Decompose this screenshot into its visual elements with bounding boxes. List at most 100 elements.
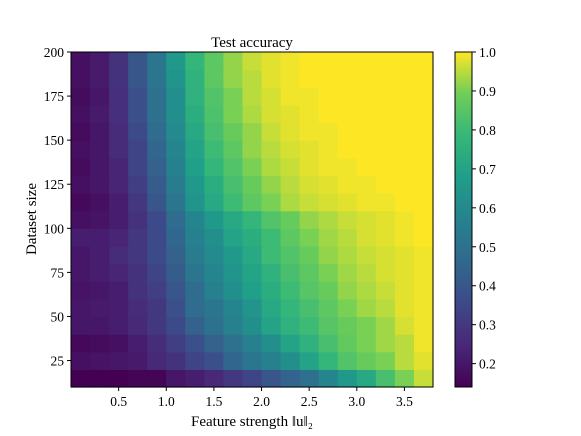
heatmap-cell: [280, 122, 301, 141]
heatmap-cell: [413, 245, 434, 265]
colorbar-tick-label: 0.9: [479, 84, 496, 99]
heatmap-cell: [337, 228, 358, 247]
heatmap-cell: [413, 122, 434, 141]
heatmap-cell: [109, 228, 129, 247]
heatmap-cell: [185, 140, 205, 159]
heatmap-cell: [71, 140, 91, 159]
heatmap-cell: [280, 316, 301, 335]
heatmap-cell: [71, 104, 91, 124]
colorbar-tick-label: 0.6: [479, 201, 496, 216]
heatmap-cell: [375, 122, 396, 141]
heatmap-cell: [185, 263, 205, 282]
heatmap-cell: [280, 104, 301, 124]
heatmap-cell: [128, 157, 148, 177]
heatmap-cell: [242, 334, 263, 353]
heatmap-cell: [299, 351, 320, 370]
heatmap-cell: [299, 210, 320, 229]
heatmap-cell: [185, 228, 205, 247]
heatmap-cell: [375, 298, 396, 318]
heatmap-cell: [261, 69, 282, 88]
heatmap-cell: [166, 175, 186, 194]
heatmap-cell: [71, 369, 91, 388]
heatmap-cell: [337, 263, 358, 282]
heatmap-cell: [261, 193, 282, 212]
heatmap-cell: [299, 87, 320, 106]
heatmap-cell: [204, 210, 225, 229]
heatmap-cell: [128, 334, 148, 353]
heatmap-cell: [261, 52, 282, 71]
heatmap-cell: [223, 281, 244, 300]
heatmap-cell: [147, 298, 167, 318]
heatmap-cell: [242, 157, 263, 177]
heatmap-cell: [147, 316, 167, 335]
heatmap-cell: [204, 87, 225, 106]
heatmap-cell: [128, 52, 148, 71]
heatmap-cell: [394, 316, 415, 335]
heatmap-cell: [280, 369, 301, 388]
heatmap-cell: [109, 369, 129, 388]
heatmap-cell: [185, 334, 205, 353]
heatmap-cell: [299, 316, 320, 335]
heatmap-cell: [147, 228, 167, 247]
heatmap-cell: [280, 157, 301, 177]
heatmap-cell: [413, 140, 434, 159]
heatmap-cell: [147, 140, 167, 159]
heatmap-cell: [109, 316, 129, 335]
heatmap-cell: [318, 104, 339, 124]
heatmap-cell: [204, 281, 225, 300]
heatmap-cell: [90, 104, 110, 124]
heatmap-cell: [166, 104, 186, 124]
heatmap-cell: [147, 104, 167, 124]
heatmap-cell: [337, 140, 358, 159]
heatmap-cell: [71, 228, 91, 247]
heatmap-cell: [242, 69, 263, 88]
heatmap-cell: [337, 334, 358, 353]
heatmap-cell: [337, 87, 358, 106]
heatmap-cell: [394, 334, 415, 353]
heatmap-cell: [204, 52, 225, 71]
heatmap-cell: [166, 281, 186, 300]
heatmap-cell: [299, 281, 320, 300]
heatmap-cell: [261, 104, 282, 124]
heatmap-cell: [185, 316, 205, 335]
heatmap-cell: [109, 245, 129, 265]
heatmap-cell: [337, 104, 358, 124]
heatmap-cell: [356, 210, 377, 229]
heatmap-cell: [299, 157, 320, 177]
heatmap-cell: [318, 298, 339, 318]
heatmap-cell: [71, 175, 91, 194]
heatmap-cell: [109, 87, 129, 106]
heatmap-cell: [394, 52, 415, 71]
heatmap-cell: [185, 122, 205, 141]
heatmap-cell: [147, 245, 167, 265]
heatmap-cell: [71, 52, 91, 71]
colorbar-tick-label: 0.4: [479, 279, 496, 294]
heatmap-cell: [109, 122, 129, 141]
heatmap-cell: [356, 351, 377, 370]
heatmap-cell: [242, 210, 263, 229]
heatmap-cell: [261, 369, 282, 388]
colorbar-axis: 0.2 0.3 0.4 0.5 0.6 0.7 0.8 0.9 1.0: [472, 45, 496, 372]
heatmap-cell: [109, 263, 129, 282]
heatmap-cell: [299, 104, 320, 124]
heatmap-cell: [109, 157, 129, 177]
heatmap-cell: [375, 104, 396, 124]
heatmap-cell: [109, 351, 129, 370]
heatmap-cell: [356, 369, 377, 388]
heatmap-cell: [147, 122, 167, 141]
heatmap-cell: [223, 157, 244, 177]
x-tick-label: 1.0: [158, 394, 175, 409]
heatmap-cell: [299, 175, 320, 194]
heatmap-cell: [413, 281, 434, 300]
heatmap-cell: [185, 281, 205, 300]
heatmap-cell: [337, 175, 358, 194]
heatmap-cell: [90, 193, 110, 212]
x-tick-label: 3.0: [348, 394, 365, 409]
heatmap-cell: [223, 316, 244, 335]
heatmap-cell: [71, 351, 91, 370]
heatmap-cell: [261, 245, 282, 265]
y-tick-label: 175: [44, 89, 65, 104]
heatmap-cell: [204, 245, 225, 265]
heatmap-cell: [166, 351, 186, 370]
heatmap-cell: [223, 369, 244, 388]
